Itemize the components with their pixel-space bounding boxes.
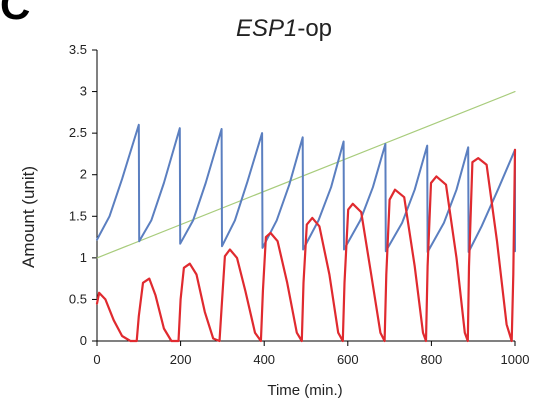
y-tick-label: 2.5 (69, 125, 87, 140)
x-axis-label: Time (min.) (267, 382, 342, 399)
series-line-green (96, 91, 516, 259)
y-tick-label: 2 (80, 167, 87, 182)
y-tick-label: 1 (80, 250, 87, 265)
series-line-red (95, 148, 517, 343)
x-tick-label: 800 (421, 352, 443, 367)
x-tick-label: 400 (253, 352, 275, 367)
y-tick-label: 1.5 (69, 208, 87, 223)
panel-letter: C (0, 0, 31, 28)
axes: 0 0.5 1 1.5 2 2.5 3 3.5 0 200 400 600 800 1000 (69, 42, 530, 367)
x-tick-label: 200 (170, 352, 192, 367)
y-tick-label: 3 (80, 84, 87, 99)
chart-title-suffix: -op (297, 15, 332, 42)
series-line-blue (96, 123, 516, 253)
chart-title: ESP1-op (236, 15, 332, 42)
x-tick-label: 0 (93, 352, 100, 367)
y-tick-label: 3.5 (69, 42, 87, 57)
x-tick-label: 1000 (501, 352, 530, 367)
x-tick-label: 600 (337, 352, 359, 367)
y-axis-label: Amount (unit) (19, 166, 38, 268)
chart-title-gene: ESP1 (236, 15, 297, 42)
y-tick-label: 0.5 (69, 291, 87, 306)
series-layer (95, 91, 517, 343)
y-tick-label: 0 (80, 333, 87, 348)
